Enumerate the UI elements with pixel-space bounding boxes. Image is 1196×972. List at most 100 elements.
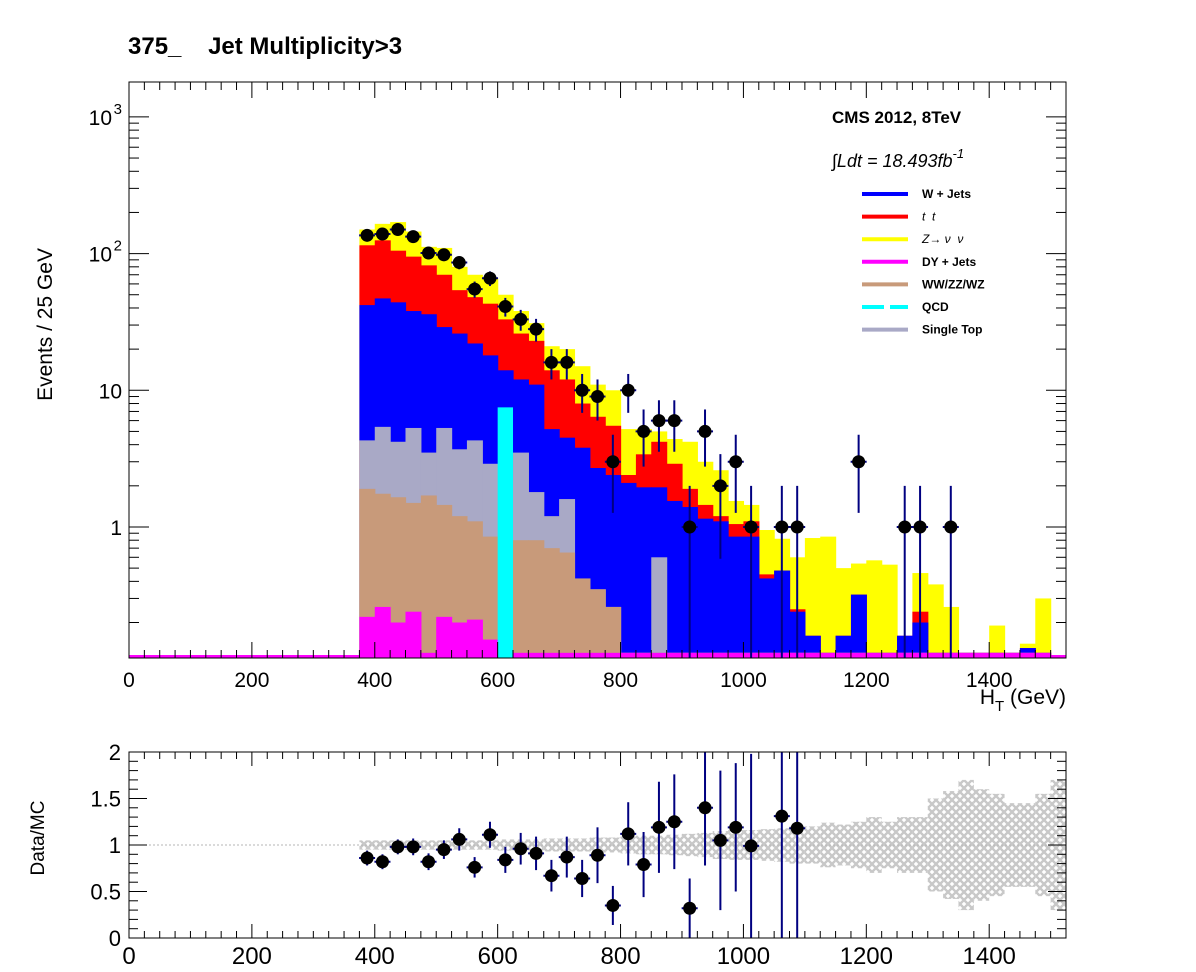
diboson-bar — [513, 540, 529, 658]
data-point — [637, 424, 651, 438]
uncert-band-bin — [420, 840, 437, 850]
x-tick-label: 0 — [123, 669, 135, 692]
legend-label-qcd: QCD — [922, 300, 949, 314]
ratio-point — [544, 869, 558, 883]
ratio-point — [621, 827, 635, 841]
ratio-y-tick-label: 2 — [109, 740, 121, 765]
data-point — [483, 271, 497, 285]
diboson-bar — [420, 495, 437, 658]
ratio-point — [713, 833, 727, 847]
ratio-point — [529, 846, 543, 860]
y-tick-exponent: 2 — [114, 238, 122, 255]
diboson-bar — [543, 548, 560, 658]
data-point — [606, 455, 620, 469]
ratio-panel: 0 200 400 600 800 1000 1200 1400 0 0.5 1 1.5 2 Data/… — [28, 740, 1067, 970]
data-point — [360, 228, 374, 242]
diboson-bar — [482, 536, 499, 658]
uncert-band-bin — [605, 837, 621, 853]
ratio-x-tick-label: 1000 — [717, 943, 770, 970]
data-point — [406, 230, 420, 244]
experiment-label: CMS 2012, 8TeV — [832, 108, 962, 127]
data-point — [898, 520, 912, 534]
data-point — [790, 520, 804, 534]
znunu-bar — [881, 564, 898, 658]
wjets-bar — [728, 536, 745, 658]
ratio-x-tick-label: 800 — [601, 943, 641, 970]
wjets-bar — [666, 500, 683, 658]
diboson-bar — [574, 578, 591, 658]
diboson-bar — [390, 497, 407, 658]
ratio-points — [359, 752, 806, 938]
data-point — [391, 223, 405, 237]
x-tick-label: 600 — [480, 669, 515, 692]
ratio-point — [375, 855, 389, 869]
ratio-point — [637, 858, 651, 872]
data-point — [575, 383, 589, 397]
luminosity-label: ∫Ldt = 18.493fb-1 — [830, 146, 964, 171]
ratio-point — [667, 815, 681, 829]
ratio-y-tick-label: 1 — [109, 833, 121, 858]
ratio-point — [360, 851, 374, 865]
x-tick-label: 1400 — [966, 669, 1013, 692]
ratio-x-tick-label: 1400 — [963, 943, 1016, 970]
data-point — [560, 355, 574, 369]
singletop-bar — [651, 557, 668, 658]
legend-label-singletop: Single Top — [922, 323, 982, 337]
uncert-band-bin — [1019, 803, 1036, 887]
legend-label-wjets: W + Jets — [922, 187, 971, 201]
y-tick-label: 1 — [110, 517, 122, 540]
uncert-band-bin — [804, 826, 821, 864]
znunu-bar — [1035, 598, 1052, 658]
ratio-x-tick-label: 0 — [122, 943, 135, 970]
uncert-band-bin — [820, 822, 836, 868]
wjets-bar — [697, 518, 714, 658]
ratio-point — [652, 820, 666, 834]
wjets-bar — [850, 594, 867, 658]
ratio-uncertainty-band — [359, 779, 1066, 911]
ratio-y-tick-label: 1.5 — [90, 787, 121, 812]
data-point — [498, 300, 512, 314]
wjets-bar — [620, 482, 637, 658]
diboson-bar — [605, 606, 622, 658]
x-tick-label: 1000 — [720, 669, 767, 692]
data-point — [944, 520, 958, 534]
ratio-point — [514, 842, 528, 856]
ratio-x-tick-label: 600 — [478, 943, 518, 970]
diboson-bar — [528, 540, 545, 658]
ratio-point — [483, 828, 497, 842]
ratio-point — [452, 832, 466, 846]
ratio-point — [744, 839, 758, 853]
data-point — [652, 414, 666, 428]
dy-bar — [374, 606, 391, 658]
dy-bar — [405, 611, 422, 658]
data-point — [852, 455, 866, 469]
data-point — [698, 424, 712, 438]
dy-bar — [359, 616, 376, 658]
diboson-bar — [559, 552, 576, 658]
data-point — [544, 355, 558, 369]
wjets-bar — [835, 635, 852, 658]
plot-title: 375_ Jet Multiplicity>3 — [128, 33, 402, 60]
ratio-y-axis-label: Data/MC — [28, 801, 49, 876]
data-points — [359, 223, 959, 658]
uncert-band-bin — [989, 793, 1005, 897]
data-point — [437, 248, 451, 262]
ratio-x-tick-label: 1200 — [840, 943, 893, 970]
ratio-y-tick-label: 0.5 — [90, 880, 121, 905]
ratio-point — [775, 809, 789, 823]
data-point — [775, 520, 789, 534]
uncert-band-bin — [897, 817, 913, 873]
ratio-point — [698, 801, 712, 815]
x-tick-label: 1200 — [843, 669, 890, 692]
znunu-bar — [927, 584, 944, 658]
data-point — [422, 246, 436, 260]
legend: W + Jets t t Z→ ν ν DY + Jets WW/ZZ/WZ QCD Sin… — [862, 187, 985, 337]
znunu-bar — [989, 625, 1006, 658]
data-point — [683, 520, 697, 534]
legend-label-diboson: WW/ZZ/WZ — [922, 277, 985, 291]
dy-bar — [451, 622, 468, 658]
diboson-bar — [589, 589, 606, 658]
znunu-bar — [835, 568, 852, 658]
x-tick-label: 400 — [357, 669, 392, 692]
